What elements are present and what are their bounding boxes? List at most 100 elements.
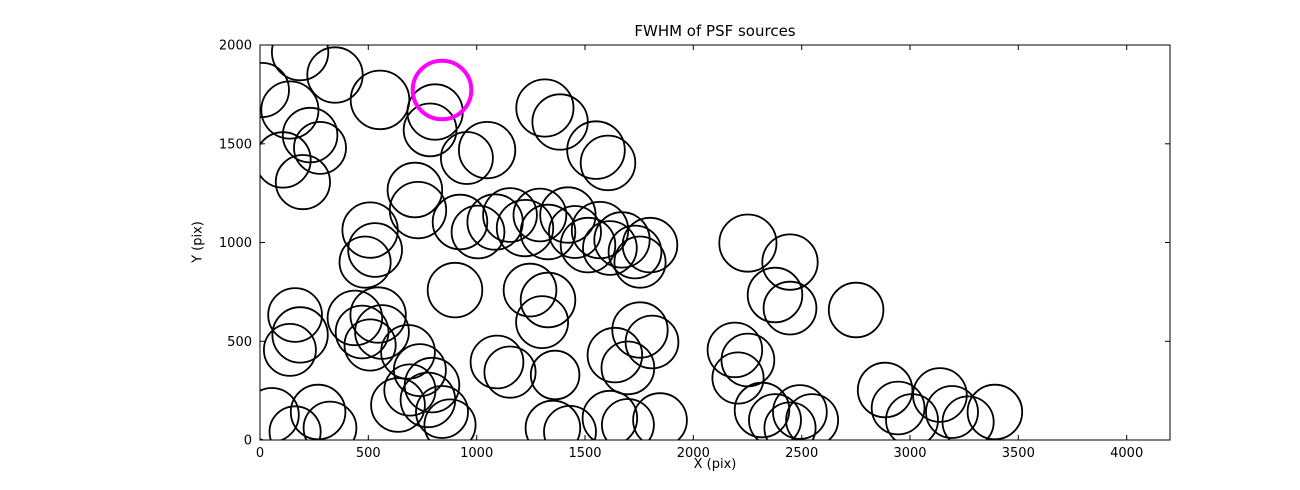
- psf-source-circle: [581, 389, 639, 440]
- psf-source-circle: [566, 120, 626, 180]
- psf-source-circle: [519, 203, 577, 261]
- y-tick-label: 500: [227, 335, 252, 350]
- psf-source-circle: [302, 400, 358, 440]
- psf-source-circle: [349, 286, 407, 344]
- psf-source-circle: [439, 131, 494, 185]
- psf-source-circle: [856, 361, 914, 419]
- psf-source-circle: [611, 301, 669, 359]
- psf-source-circle: [415, 385, 469, 439]
- psf-source-circle: [457, 121, 517, 180]
- highlighted-psf-circle: [410, 58, 474, 122]
- psf-source-circle: [274, 154, 331, 211]
- psf-source-circle: [406, 83, 464, 141]
- x-tick-label: 1500: [568, 446, 601, 461]
- psf-source-circle: [512, 187, 568, 243]
- psf-source-circle: [450, 204, 506, 260]
- psf-source-circle: [586, 326, 644, 384]
- psf-source-circle: [543, 405, 597, 440]
- y-tick-label: 0: [244, 434, 252, 449]
- psf-source-circle: [763, 401, 817, 440]
- psf-source-circle: [502, 262, 558, 318]
- x-tick-label: 3500: [1002, 446, 1035, 461]
- psf-source-circle: [495, 199, 555, 258]
- psf-source-circle: [341, 201, 399, 259]
- psf-source-circle: [870, 380, 926, 436]
- psf-source-circle: [260, 80, 320, 140]
- figure-title: FWHM of PSF sources: [634, 22, 796, 40]
- psf-source-circle: [262, 322, 317, 377]
- psf-source-circle: [912, 367, 968, 423]
- psf-source-circle: [334, 304, 390, 360]
- psf-source-circle: [531, 93, 589, 151]
- x-tick-label: 2000: [677, 446, 710, 461]
- psf-source-circle: [343, 318, 397, 372]
- psf-source-circle: [431, 193, 489, 251]
- y-tick-label: 2000: [219, 39, 252, 54]
- psf-source-circle: [733, 381, 791, 439]
- psf-source-circle: [289, 383, 347, 440]
- x-tick-label: 2500: [785, 446, 818, 461]
- psf-source-circle: [529, 349, 581, 401]
- x-tick-label: 1000: [460, 446, 493, 461]
- psf-source-circle: [423, 398, 477, 440]
- x-tick-label: 500: [356, 446, 381, 461]
- psf-source-circle: [748, 393, 802, 440]
- psf-source-circle: [349, 69, 411, 131]
- psf-source-circle: [519, 271, 577, 329]
- psf-source-circle: [582, 220, 638, 276]
- psf-source-circle: [607, 224, 663, 280]
- psf-source-circle: [613, 235, 667, 289]
- psf-source-circle: [925, 385, 979, 439]
- psf-source-circle: [785, 393, 839, 440]
- psf-source-circle: [559, 216, 617, 274]
- psf-source-circle: [482, 187, 538, 243]
- psf-source-circle: [746, 266, 804, 324]
- psf-source-circle: [772, 384, 828, 440]
- y-axis-label: Y (pix): [190, 221, 206, 263]
- psf-source-circle: [338, 235, 392, 289]
- psf-source-circle: [402, 102, 458, 158]
- psf-source-circle: [469, 334, 525, 390]
- psf-source-circle: [548, 205, 602, 259]
- psf-source-circle: [383, 363, 437, 417]
- psf-source-circle: [524, 399, 582, 440]
- psf-source-circle: [718, 213, 778, 273]
- psf-source-circle: [515, 78, 575, 138]
- psf-source-circle: [483, 345, 537, 399]
- psf-source-circle: [271, 45, 330, 82]
- psf-source-circle: [941, 395, 995, 440]
- psf-source-circle: [885, 393, 939, 440]
- psf-source-circle: [515, 295, 569, 350]
- psf-source-circle: [706, 321, 764, 379]
- y-tick-label: 1500: [219, 137, 252, 152]
- psf-source-circle: [370, 377, 426, 433]
- psf-source-circle: [600, 340, 656, 396]
- x-tick-label: 4000: [1110, 446, 1143, 461]
- psf-source-circle: [306, 46, 364, 104]
- psf-circles-group: [260, 45, 1024, 440]
- y-tick-label: 1000: [219, 236, 252, 251]
- x-tick-label: 3000: [893, 446, 926, 461]
- psf-source-circle: [632, 392, 688, 440]
- x-tick-label: 0: [256, 446, 264, 461]
- psf-source-circle: [347, 222, 403, 278]
- psf-source-circle: [621, 216, 679, 274]
- psf-source-circle: [761, 233, 819, 291]
- psf-source-circle: [260, 387, 300, 440]
- psf-source-circle: [593, 211, 651, 269]
- psf-source-circle: [966, 383, 1024, 440]
- psf-source-circle: [293, 120, 347, 175]
- psf-source-circle: [268, 405, 322, 440]
- x-axis-label: X (pix): [693, 457, 737, 472]
- psf-source-circle: [827, 281, 885, 339]
- psf-source-circle: [426, 261, 484, 319]
- psf-source-circle: [711, 351, 765, 405]
- psf-source-circle: [380, 324, 436, 380]
- psf-source-circle: [601, 398, 655, 440]
- psf-source-circle: [762, 280, 818, 336]
- psf-source-circle: [579, 134, 637, 192]
- psf-source-circle: [260, 131, 312, 189]
- psf-source-circle: [326, 289, 384, 347]
